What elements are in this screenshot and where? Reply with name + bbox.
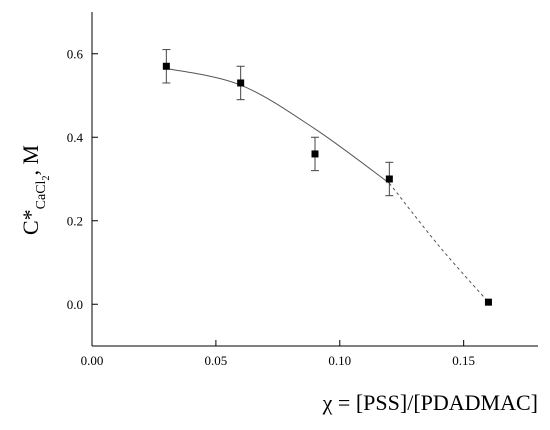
data-point-marker	[162, 62, 170, 70]
data-point-marker	[484, 298, 492, 306]
x-tick-label: 0.05	[205, 353, 228, 368]
fit-curve-solid	[166, 67, 390, 184]
error-bars	[162, 49, 394, 197]
y-axis-title-main: C*	[18, 209, 43, 235]
y-tick-label: 0.4	[67, 130, 84, 145]
data-markers	[162, 62, 492, 306]
y-axis-title: C*CaCl2, M	[18, 145, 52, 235]
y-axis-title-unit: , M	[18, 145, 43, 176]
x-tick-label: 0.15	[452, 353, 475, 368]
y-ticks: 0.0 0.2 0.4 0.6	[67, 46, 98, 312]
plot-area	[91, 12, 538, 347]
x-axis-title: χ = [PSS]/[PDADMAC]	[322, 390, 538, 415]
data-point-marker	[237, 79, 245, 87]
x-ticks: 0.00 0.05 0.10 0.15	[81, 340, 475, 368]
data-point-marker	[311, 150, 319, 158]
y-tick-label: 0.0	[67, 297, 83, 312]
y-axis-title-subscript: CaCl	[34, 180, 49, 209]
y-axis-title-subsubscript: 2	[41, 176, 52, 181]
data-point-marker	[385, 175, 393, 183]
fit-curve-dashed	[388, 182, 489, 303]
fit-curve	[166, 67, 489, 303]
y-tick-label: 0.6	[67, 46, 84, 61]
x-tick-label: 0.10	[328, 353, 351, 368]
y-tick-label: 0.2	[67, 213, 83, 228]
x-tick-label: 0.00	[81, 353, 104, 368]
